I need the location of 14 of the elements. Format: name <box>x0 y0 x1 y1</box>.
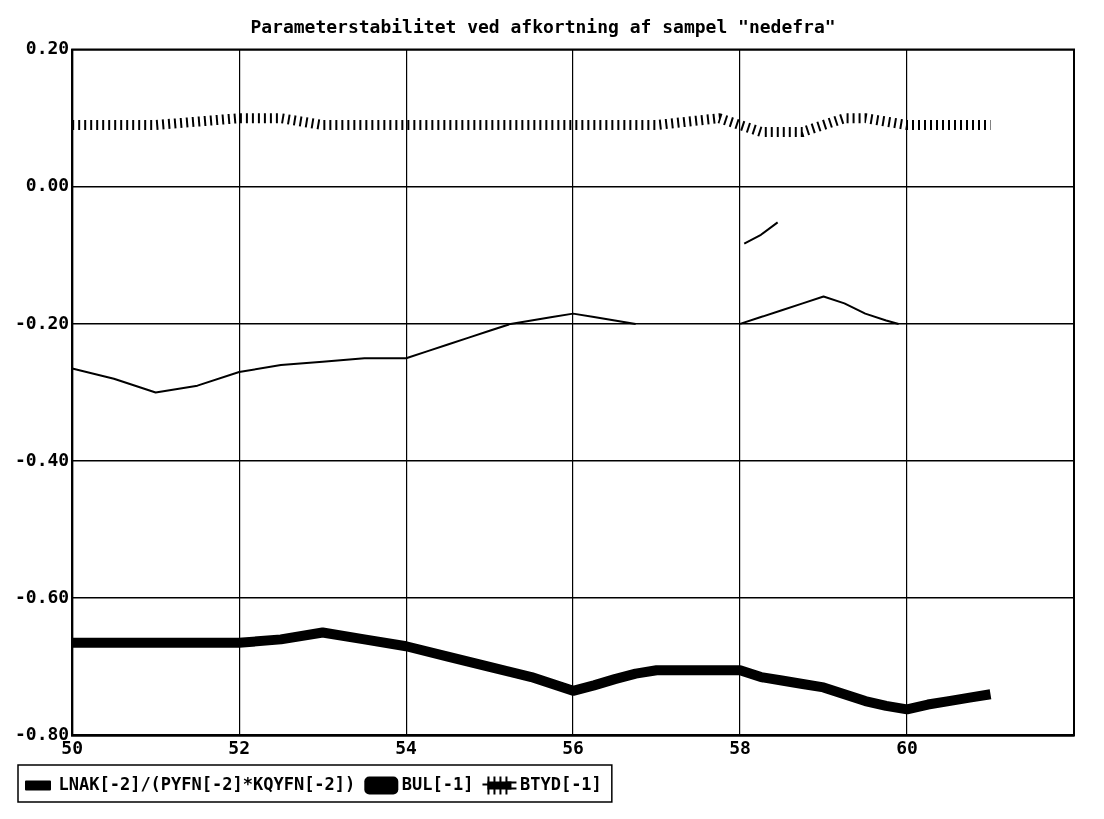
y-tick-label: -0.20 <box>15 311 70 333</box>
y-tick-label: -0.40 <box>15 448 70 470</box>
legend-label: BUL[-1] <box>401 773 474 794</box>
x-tick-label: 58 <box>729 736 751 758</box>
x-tick-label: 52 <box>228 736 250 758</box>
chart-title: Parameterstabilitet ved afkortning af sampel "nedefra" <box>250 16 836 38</box>
legend-label: BTYD[-1] <box>519 773 602 794</box>
y-tick-label: 0.00 <box>25 174 70 196</box>
y-tick-label: 0.20 <box>25 37 70 59</box>
x-tick-label: 56 <box>562 736 584 758</box>
x-tick-label: 54 <box>395 736 418 758</box>
legend-label: LNAK[-2]/(PYFN[-2]*KQYFN[-2]) <box>58 773 356 794</box>
y-tick-label: -0.60 <box>15 585 70 607</box>
x-tick-label: 60 <box>896 736 918 758</box>
